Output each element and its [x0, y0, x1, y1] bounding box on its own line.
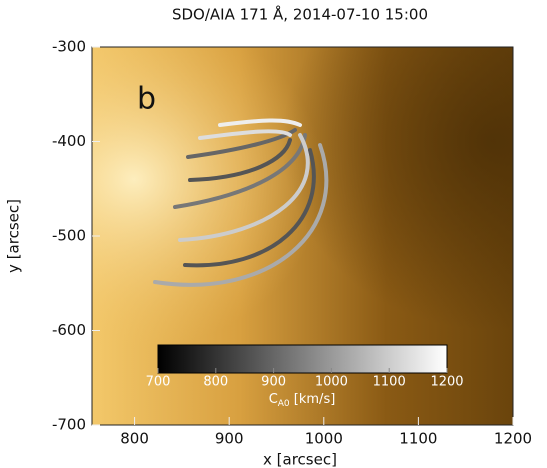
x-tick-label: 800 [120, 430, 149, 448]
x-axis-label: x [arcsec] [263, 451, 337, 468]
colorbar: CA0 [km/s] 700 800 900 1000 1100 1200 [146, 344, 464, 409]
y-tick-label: -400 [52, 132, 86, 150]
colorbar-tick-label: 800 [203, 375, 228, 390]
loops [153, 118, 329, 287]
y-tick-label: -600 [52, 321, 86, 339]
x-tick-label: 1100 [399, 430, 437, 448]
x-tick-label: 900 [215, 430, 244, 448]
y-tick-label: -500 [52, 227, 86, 245]
colorbar-tick-label: 700 [146, 375, 171, 390]
chart-title: SDO/AIA 171 Å, 2014-07-10 15:00 [172, 5, 428, 24]
x-tick-label: 1000 [305, 430, 343, 448]
colorbar-tick-label: 900 [261, 375, 286, 390]
colorbar-gradient [157, 344, 448, 374]
colorbar-label: CA0 [km/s] [269, 392, 336, 409]
x-tick-label: 1200 [494, 430, 532, 448]
colorbar-tick-label: 1100 [373, 375, 406, 390]
y-axis-label: y [arcsec] [5, 199, 23, 273]
colorbar-tick-label: 1200 [430, 375, 463, 390]
image [92, 47, 513, 425]
y-tick-label: -700 [52, 416, 86, 434]
panel-label: b [137, 82, 156, 117]
y-tick-label: -300 [52, 38, 86, 56]
colorbar-tick-label: 1000 [315, 375, 348, 390]
